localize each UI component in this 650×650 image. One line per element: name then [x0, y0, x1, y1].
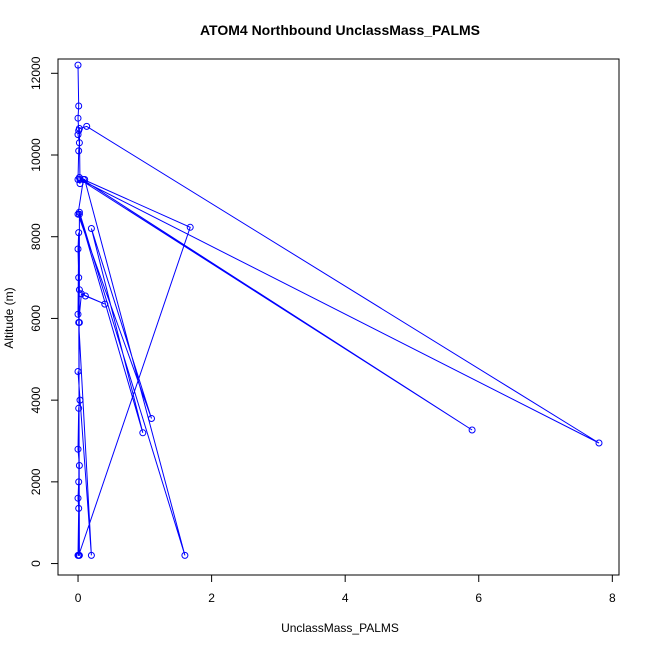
x-tick-label: 2	[208, 591, 215, 605]
data-point	[75, 147, 83, 155]
data-point	[186, 223, 194, 231]
data-point	[75, 404, 83, 412]
data-point	[87, 225, 95, 232]
plot-area	[57, 58, 620, 576]
chart-title: ATOM4 Northbound UnclassMass_PALMS	[200, 22, 480, 38]
data-point	[81, 292, 89, 300]
data-point	[75, 102, 83, 110]
data-point	[74, 494, 82, 502]
y-tick-label: 2000	[29, 468, 43, 495]
data-point	[75, 229, 83, 237]
data-point	[83, 122, 91, 130]
y-tick-label: 4000	[29, 386, 43, 413]
data-point	[74, 368, 82, 375]
data-point	[76, 396, 84, 404]
data-point	[75, 478, 83, 486]
plot-frame	[57, 58, 620, 576]
data-point	[75, 210, 83, 218]
data-point	[74, 445, 82, 453]
y-axis-label: Altitude (m)	[2, 287, 16, 348]
data-point	[75, 504, 83, 512]
x-axis: 0 2 4 6 8	[75, 575, 616, 605]
data-point	[75, 462, 83, 469]
data-point	[74, 61, 82, 69]
x-axis-label: UnclassMass_PALMS	[281, 621, 399, 635]
data-point	[75, 139, 83, 147]
x-tick-label: 0	[75, 591, 82, 605]
data-point	[75, 286, 83, 294]
y-tick-label: 10000	[29, 138, 43, 172]
y-tick-label: 12000	[29, 56, 43, 90]
data-point	[74, 245, 82, 253]
data-point	[139, 429, 147, 437]
y-tick-label: 0	[29, 560, 43, 567]
y-tick-label: 8000	[29, 223, 43, 250]
y-axis: 0 2000 4000 6000 8000 10000 12000	[29, 56, 58, 567]
data-point	[595, 439, 603, 447]
data-point	[77, 290, 85, 298]
data-point	[101, 300, 109, 308]
data-point	[75, 125, 83, 132]
x-tick-label: 8	[609, 591, 616, 605]
data-point	[87, 551, 95, 559]
x-tick-label: 4	[342, 591, 349, 605]
data-point	[79, 176, 87, 183]
data-point	[74, 114, 82, 122]
data-point	[75, 319, 83, 326]
y-tick-label: 6000	[29, 305, 43, 332]
data-point	[75, 274, 83, 282]
data-point	[181, 551, 189, 559]
data-point	[75, 551, 83, 559]
data-point	[75, 208, 83, 216]
series-line	[77, 65, 600, 556]
data-point	[74, 176, 82, 183]
data-point	[74, 310, 82, 318]
data-point	[468, 426, 476, 434]
data-point	[148, 415, 155, 422]
x-tick-label: 6	[475, 591, 482, 605]
